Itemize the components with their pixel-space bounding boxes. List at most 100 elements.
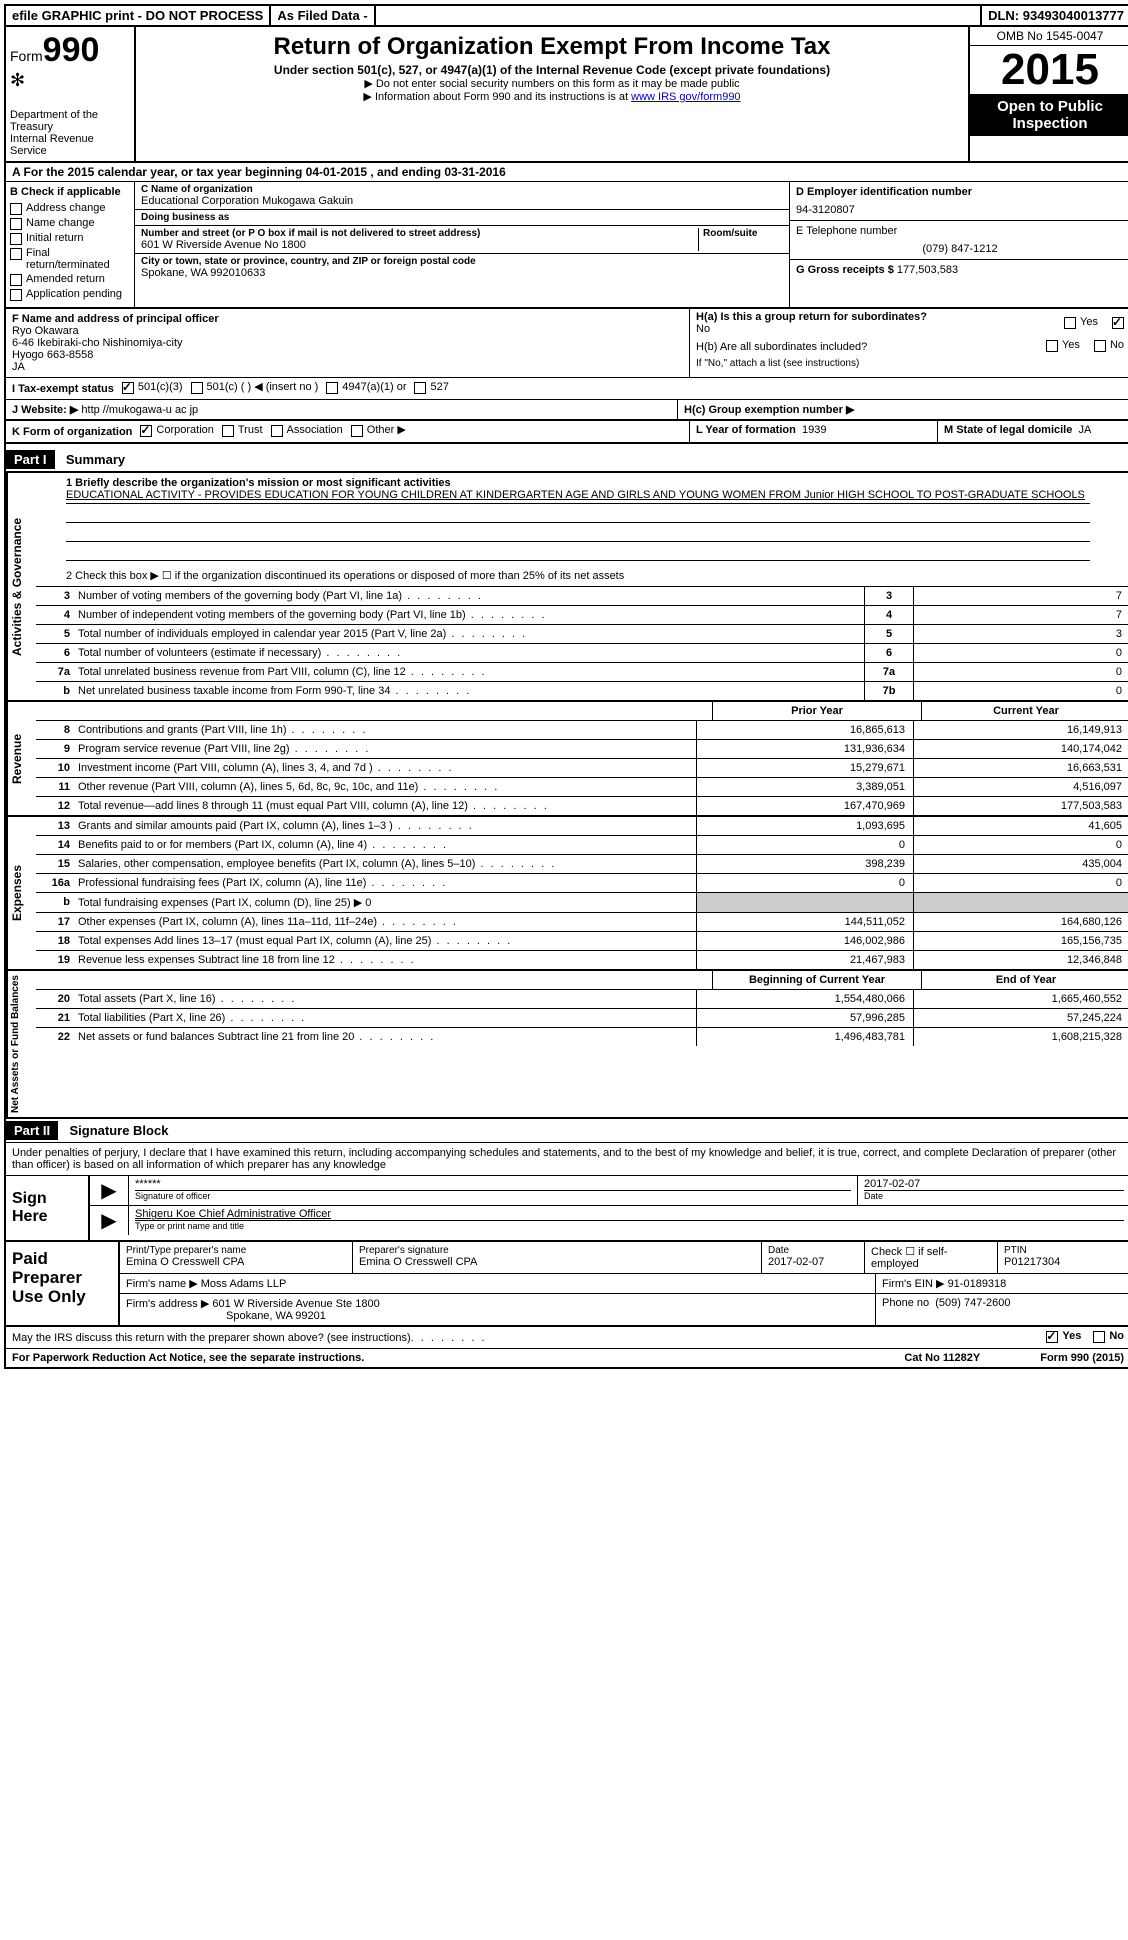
hb-no[interactable]: No — [1094, 339, 1124, 352]
paid-preparer-label: Paid Preparer Use Only — [6, 1242, 120, 1325]
net-assets-block: Net Assets or Fund Balances Beginning of… — [6, 971, 1128, 1119]
chk-application-pending[interactable]: Application pending — [10, 288, 130, 301]
irs-link[interactable]: www IRS gov/form990 — [631, 91, 740, 103]
fin-row-14: 14Benefits paid to or for members (Part … — [36, 835, 1128, 854]
section-k: K Form of organization Corporation Trust… — [6, 421, 690, 442]
ein-label: D Employer identification number — [796, 186, 1124, 198]
gross-value: 177,503,583 — [897, 264, 958, 276]
gov-row-4: 4Number of independent voting members of… — [36, 605, 1128, 624]
sig-arrow-2: ▶ — [90, 1206, 129, 1235]
activities-governance-block: Activities & Governance 1 Briefly descri… — [6, 473, 1128, 702]
topbar-spacer — [376, 6, 980, 25]
address-cell: Number and street (or P O box if mail is… — [135, 226, 789, 254]
mission-section: 1 Briefly describe the organization's mi… — [36, 473, 1128, 586]
revenue-block: Revenue Prior Year Current Year 8Contrib… — [6, 702, 1128, 817]
prep-sig-label: Preparer's signature — [359, 1245, 755, 1256]
ha-yes[interactable]: Yes — [1064, 316, 1098, 329]
section-klm: K Form of organization Corporation Trust… — [6, 421, 1128, 444]
section-j-hc: J Website: ▶ http //mukogawa-u ac jp H(c… — [6, 400, 1128, 421]
website-url: http //mukogawa-u ac jp — [81, 404, 198, 416]
city-state-zip: Spokane, WA 992010633 — [141, 267, 783, 279]
mission-text: EDUCATIONAL ACTIVITY - PROVIDES EDUCATIO… — [66, 489, 1090, 504]
hb-yes[interactable]: Yes — [1046, 339, 1080, 352]
fin-row-9: 9Program service revenue (Part VIII, lin… — [36, 739, 1128, 758]
prep-name: Emina O Cresswell CPA — [126, 1256, 346, 1268]
discuss-text: May the IRS discuss this return with the… — [12, 1332, 411, 1344]
tax-year: 2015 — [970, 46, 1128, 94]
sig-arrow-1: ▶ — [90, 1176, 129, 1205]
discuss-no[interactable]: No — [1093, 1330, 1124, 1343]
section-b: B Check if applicable Address change Nam… — [6, 182, 135, 307]
ha-label: H(a) Is this a group return for subordin… — [696, 311, 927, 323]
netassets-header: Beginning of Current Year End of Year — [36, 971, 1128, 989]
city-label: City or town, state or province, country… — [141, 256, 783, 267]
chk-other[interactable]: Other ▶ — [351, 424, 406, 437]
prep-date-label: Date — [768, 1245, 858, 1256]
sign-here-label: Sign Here — [6, 1176, 90, 1240]
officer-name: Ryo Okawara — [12, 325, 683, 337]
gross-label: G Gross receipts $ — [796, 264, 894, 276]
chk-501c3[interactable]: 501(c)(3) — [122, 381, 183, 394]
chk-association[interactable]: Association — [271, 424, 343, 437]
vert-label-revenue: Revenue — [6, 702, 36, 815]
chk-4947[interactable]: 4947(a)(1) or — [326, 381, 406, 394]
chk-final-return[interactable]: Final return/terminated — [10, 247, 130, 271]
fin-row-22: 22Net assets or fund balances Subtract l… — [36, 1027, 1128, 1046]
section-hc: H(c) Group exemption number ▶ — [678, 400, 1128, 419]
self-employed-check[interactable]: Check ☐ if self-employed — [865, 1242, 998, 1273]
chk-address-change[interactable]: Address change — [10, 202, 130, 215]
chk-501c[interactable]: 501(c) ( ) ◀ (insert no ) — [191, 381, 319, 394]
fin-row-19: 19Revenue less expenses Subtract line 18… — [36, 950, 1128, 969]
vert-label-governance: Activities & Governance — [6, 473, 36, 700]
firm-city: Spokane, WA 99201 — [226, 1310, 326, 1322]
state-domicile: JA — [1078, 424, 1091, 436]
col-current-year: Current Year — [921, 702, 1128, 720]
chk-amended-return[interactable]: Amended return — [10, 273, 130, 286]
chk-initial-return[interactable]: Initial return — [10, 232, 130, 245]
m-label: M State of legal domicile — [944, 424, 1072, 436]
i-label: I Tax-exempt status — [12, 383, 114, 395]
q2-text: 2 Check this box ▶ ☐ if the organization… — [66, 569, 1090, 582]
firm-ein-label: Firm's EIN ▶ — [882, 1278, 945, 1290]
chk-527[interactable]: 527 — [414, 381, 448, 394]
part-i-label: Part I — [6, 450, 55, 469]
part-ii-title: Signature Block — [61, 1123, 168, 1138]
fin-row-12: 12Total revenue—add lines 8 through 11 (… — [36, 796, 1128, 815]
form-label: Form — [10, 48, 43, 64]
org-name-cell: C Name of organization Educational Corpo… — [135, 182, 789, 210]
discuss-row: May the IRS discuss this return with the… — [6, 1327, 1128, 1349]
as-filed-label: As Filed Data - — [271, 6, 375, 25]
firm-name-label: Firm's name ▶ — [126, 1278, 198, 1290]
gov-row-6: 6Total number of volunteers (estimate if… — [36, 643, 1128, 662]
firm-addr: 601 W Riverside Avenue Ste 1800 — [212, 1298, 379, 1310]
chk-name-change[interactable]: Name change — [10, 217, 130, 230]
addr-label: Number and street (or P O box if mail is… — [141, 228, 698, 239]
firm-name: Moss Adams LLP — [201, 1278, 287, 1290]
chk-corporation[interactable]: Corporation — [140, 424, 213, 437]
prep-name-label: Print/Type preparer's name — [126, 1245, 346, 1256]
ha-no[interactable] — [1112, 316, 1124, 329]
line-a-tax-year: A For the 2015 calendar year, or tax yea… — [6, 163, 1128, 182]
col-end-year: End of Year — [921, 971, 1128, 989]
col-prior-year: Prior Year — [712, 702, 921, 720]
fin-row-b: bTotal fundraising expenses (Part IX, co… — [36, 892, 1128, 912]
ha-answer: No — [696, 323, 710, 335]
ein-value: 94-3120807 — [796, 204, 1124, 216]
prep-date: 2017-02-07 — [768, 1256, 858, 1268]
chk-trust[interactable]: Trust — [222, 424, 263, 437]
q1-label: 1 Briefly describe the organization's mi… — [66, 477, 1090, 489]
header-left: Form990 ✻ Department of the Treasury Int… — [6, 27, 136, 161]
officer-name-title: Shigeru Koe Chief Administrative Officer — [135, 1208, 1124, 1220]
vert-label-netassets: Net Assets or Fund Balances — [6, 971, 36, 1117]
section-h: H(a) Is this a group return for subordin… — [689, 309, 1128, 377]
k-label: K Form of organization — [12, 426, 132, 438]
firm-phone-label: Phone no — [882, 1297, 929, 1309]
discuss-yes[interactable]: Yes — [1046, 1330, 1081, 1343]
officer-country: JA — [12, 361, 683, 373]
hb-label: H(b) Are all subordinates included? — [696, 341, 1046, 353]
fin-row-15: 15Salaries, other compensation, employee… — [36, 854, 1128, 873]
header-center: Return of Organization Exempt From Incom… — [136, 27, 968, 161]
dln-value: 93493040013777 — [1023, 8, 1124, 23]
paperwork-notice: For Paperwork Reduction Act Notice, see … — [12, 1352, 364, 1364]
section-m: M State of legal domicile JA — [938, 421, 1128, 442]
